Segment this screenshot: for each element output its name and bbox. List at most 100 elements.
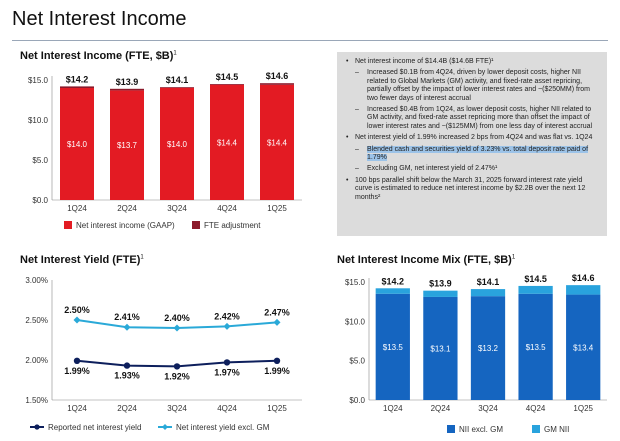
legend-label: Net interest yield excl. GM [176,423,270,432]
y-tick-label: $15.0 [345,278,366,287]
data-label: 1.92% [164,371,190,381]
bullet-item: Increased $0.4B from 1Q24, as lower depo… [345,106,599,131]
bar-segment-base [566,294,601,400]
data-point [273,318,281,326]
x-tick-label: 4Q24 [526,404,546,413]
legend-label: NII excl. GM [459,425,503,434]
x-tick-label: 2Q24 [431,404,451,413]
x-tick-label: 1Q25 [573,404,593,413]
data-point [223,322,231,330]
bar-segment-top [60,86,94,88]
x-tick-label: 1Q25 [267,204,287,213]
bullet-text: Net interest yield of 1.99% increased 2 … [355,134,593,142]
bar-inner-label: $13.5 [526,343,547,352]
bar-segment-base [470,296,506,400]
bar-segment-base [518,293,553,400]
bar-inner-label: $14.0 [167,140,188,149]
bullet-text: Excluding GM, net interest yield of 2.47… [367,165,498,173]
x-tick-label: 1Q24 [67,204,87,213]
x-tick-label: 4Q24 [217,204,237,213]
bar-total-label: $14.6 [572,273,595,283]
bar-total-label: $14.1 [166,75,189,85]
data-label: 2.47% [264,307,290,317]
legend-label: Net interest income (GAAP) [76,221,175,230]
bar-inner-label: $14.4 [267,138,288,147]
bar-segment-top [260,83,294,85]
x-tick-label: 1Q25 [267,404,287,413]
x-tick-label: 1Q24 [67,404,87,413]
data-label: 1.93% [114,371,140,381]
y-tick-label: 1.50% [25,396,48,405]
bar-segment-base [423,296,458,400]
nii-bar-chart: $0.0 $5.0 $10.0 $15.0 $14.0 $14.2 1Q24 $13.7 $13… [28,71,302,230]
data-label: 2.41% [114,312,140,322]
data-point [123,362,131,369]
data-label: 2.40% [164,313,190,323]
bar-inner-label: $14.4 [217,138,238,147]
bar-segment-base [110,90,144,200]
niy-line-chart: 1.50% 2.00% 2.50% 3.00% 1Q24 2Q24 3Q24 4Q24 1Q25… [25,276,302,432]
bar-segment-top [470,289,506,297]
x-tick-label: 2Q24 [117,204,137,213]
y-tick-label: $0.0 [32,196,48,205]
bar-segment-base [160,88,194,200]
mix-chart-title-text: Net Interest Income Mix (FTE, $B) [337,254,512,266]
bar-total-label: $14.5 [216,72,239,82]
bullet-text: Increased $0.4B from 1Q24, as lower depo… [367,106,593,130]
bar-inner-label: $13.4 [573,343,594,352]
y-tick-label: $0.0 [349,396,365,405]
bar-total-label: $14.2 [66,74,89,84]
mix-chart-title-footnote: 1 [511,254,516,261]
legend-marker [162,424,168,430]
bullet-text: Blended cash and securities yield of 3.2… [367,145,589,162]
nii-chart-title: Net Interest Income (FTE, $B)1 [20,50,177,62]
bar-segment-top [566,285,601,295]
bar-segment-top [160,87,194,88]
bullet-text: Net interest income of $14.4B ($14.6B FT… [355,58,494,65]
page-title: Net Interest Income [12,8,187,30]
x-tick-label: 3Q24 [167,204,187,213]
data-point [73,316,81,324]
bullet-text: Increased $0.1B from 4Q24, driven by low… [367,69,590,102]
bar-total-label: $14.5 [524,274,547,284]
bar-total-label: $13.9 [116,77,139,87]
niy-chart-title-footnote: 1 [140,254,144,261]
data-point [273,357,281,364]
legend-swatch [532,425,540,433]
data-label: 2.42% [214,311,240,321]
data-point [73,357,81,364]
bar-segment-top [110,88,144,91]
bar-inner-label: $13.2 [478,344,499,353]
bullet-item: Net interest yield of 1.99% increased 2 … [345,134,599,143]
y-tick-label: $10.0 [28,116,49,125]
data-point [223,359,231,366]
title-divider [12,40,608,41]
data-point [123,323,131,331]
bullet-item: 100 bps parallel shift below the March 3… [345,177,599,202]
bar-segment-base [375,293,410,400]
y-tick-label: $10.0 [345,317,366,326]
y-tick-label: 2.50% [25,316,48,325]
data-label: 2.50% [64,305,90,315]
legend-marker [34,424,40,430]
mix-bar-chart: $0.0 $5.0 $10.0 $15.0 $13.5 $14.2 1Q24 $13.1 $13… [345,273,607,434]
bullet-item: Blended cash and securities yield of 3.2… [345,145,599,163]
bar-segment-top [518,285,553,294]
legend-label: Reported net interest yield [48,423,141,432]
legend-swatch [447,425,455,433]
bullet-item: Excluding GM, net interest yield of 2.47… [345,165,599,174]
y-tick-label: $15.0 [28,76,49,85]
bar-total-label: $14.6 [266,71,289,81]
bar-segment-top [210,84,244,85]
bar-inner-label: $14.0 [67,140,88,149]
bar-inner-label: $13.1 [430,344,451,353]
bar-total-label: $14.1 [477,277,500,287]
y-tick-label: 2.00% [25,356,48,365]
legend-label: FTE adjustment [204,221,261,230]
bar-inner-label: $13.7 [117,141,138,150]
x-tick-label: 2Q24 [117,404,137,413]
nii-chart-title-text: Net Interest Income (FTE, $B) [20,50,174,62]
data-label: 1.99% [64,366,90,376]
y-tick-label: 3.00% [25,276,48,285]
legend-swatch [192,221,200,229]
